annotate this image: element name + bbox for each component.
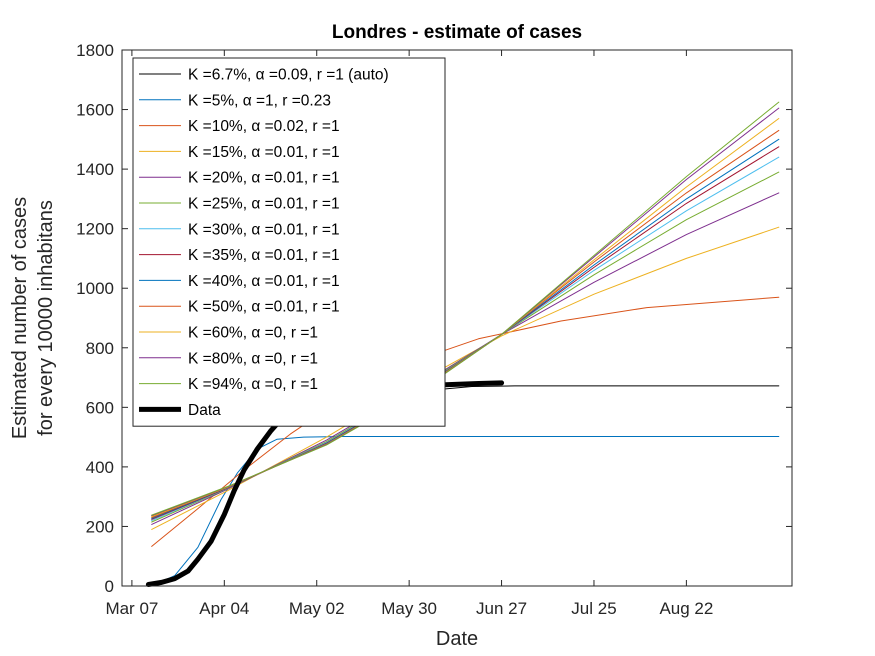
series-line-4 — [151, 226, 780, 530]
x-tick-label-1: Apr 04 — [199, 599, 249, 618]
y-tick-label-3: 600 — [86, 398, 114, 417]
y-axis-label-line-2: for every 10000 inhabitans — [35, 200, 57, 436]
y-tick-label-2: 400 — [86, 458, 114, 477]
y-tick-label-9: 1800 — [76, 41, 114, 60]
y-tick-label-4: 800 — [86, 339, 114, 358]
legend-entry-8: K =35%, α =0.01, r =1 — [188, 247, 340, 264]
legend-entry-9: K =40%, α =0.01, r =1 — [188, 273, 340, 290]
legend-entry-10: K =50%, α =0.01, r =1 — [188, 299, 340, 316]
legend-entry-13: K =94%, α =0, r =1 — [188, 376, 318, 393]
legend-entry-3: K =10%, α =0.02, r =1 — [188, 118, 340, 135]
y-axis-label-line-1: Estimated number of cases — [9, 197, 31, 439]
x-tick-label-4: Jun 27 — [476, 599, 527, 618]
axes-layer: 0 200 400 600 800 1000 1200 1400 1600 1800 Mar 07 A… — [76, 41, 793, 618]
legend: K =6.7%, α =0.09, r =1 (auto) K =5%, α =1… — [132, 57, 446, 427]
legend-entry-12: K =80%, α =0, r =1 — [188, 350, 318, 367]
y-tick-label-0: 0 — [105, 577, 114, 596]
legend-entry-14: Data — [188, 402, 221, 419]
x-tick-label-6: Aug 22 — [659, 599, 713, 618]
y-tick-label-7: 1400 — [76, 160, 114, 179]
series-line-1 — [438, 385, 780, 390]
legend-entry-2: K =5%, α =1, r =0.23 — [188, 92, 331, 109]
y-tick-label-5: 1000 — [76, 279, 114, 298]
legend-entry-11: K =60%, α =0, r =1 — [188, 325, 318, 342]
chart-title: Londres - estimate of cases — [332, 22, 582, 43]
x-tick-label-2: May 02 — [289, 599, 345, 618]
y-tick-label-1: 200 — [86, 517, 114, 536]
legend-entry-7: K =30%, α =0.01, r =1 — [188, 221, 340, 238]
plot-area-frame — [121, 49, 793, 587]
x-tick-label-5: Jul 25 — [571, 599, 616, 618]
series-line-13 — [151, 101, 780, 516]
x-tick-label-3: May 30 — [381, 599, 437, 618]
legend-entry-5: K =20%, α =0.01, r =1 — [188, 170, 340, 187]
legend-box — [132, 57, 446, 427]
x-tick-label-0: Mar 07 — [105, 599, 158, 618]
legend-entry-6: K =25%, α =0.01, r =1 — [188, 196, 340, 213]
y-tick-label-6: 1200 — [76, 220, 114, 239]
legend-entry-1: K =6.7%, α =0.09, r =1 (auto) — [188, 67, 389, 84]
x-axis-label: Date — [436, 628, 478, 650]
legend-entry-4: K =15%, α =0.01, r =1 — [188, 144, 340, 161]
y-tick-label-8: 1600 — [76, 101, 114, 120]
